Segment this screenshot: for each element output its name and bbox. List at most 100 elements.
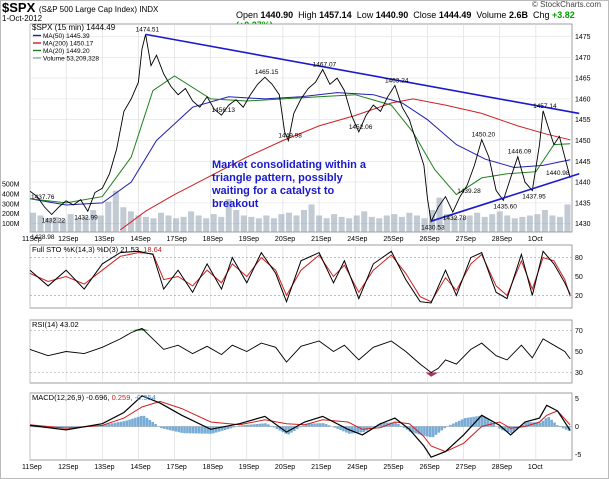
y-tick-label: 1470: [575, 55, 591, 62]
macd-histogram-bar: [391, 422, 394, 427]
macd-histogram-bar: [278, 426, 282, 431]
triangle-trendline: [145, 33, 580, 115]
macd-histogram-bar: [194, 426, 198, 434]
ma200-line: [120, 98, 571, 231]
macd-histogram-bar: [188, 426, 192, 434]
stochastic-k-line: [29, 250, 571, 304]
legend-label: MA(200) 1450.17: [43, 41, 94, 48]
macd-histogram-bar: [480, 415, 484, 427]
macd-histogram-bar: [437, 426, 441, 433]
macd-histogram-bar: [469, 417, 472, 427]
ma50-line: [29, 92, 571, 206]
macd-histogram-bar: [561, 426, 565, 429]
macd-histogram-bar: [541, 420, 545, 427]
stochastic-title: Full STO %K(14,3) %D(3) 21.53, 18.64: [32, 245, 162, 254]
macd-histogram-bar: [154, 424, 157, 427]
volume-bar: [248, 216, 255, 232]
annotation-text: triangle pattern, possibly: [212, 172, 344, 184]
macd-histogram-bar: [382, 422, 386, 427]
volume-bar: [150, 218, 157, 232]
y-tick-label: 1440: [575, 180, 591, 187]
x-tick-label-bottom: 24Sep: [347, 464, 367, 471]
macd-y-tick: 5: [575, 396, 579, 403]
x-tick-label: 12Sep: [58, 236, 78, 243]
macd-histogram-bar: [304, 423, 308, 427]
price-data-label: 1432.22: [42, 218, 66, 225]
annotation-text: Market consolidating within a: [212, 159, 367, 171]
price-panel-frame: [29, 23, 573, 233]
volume-bar: [308, 204, 315, 232]
volume-bar: [534, 214, 541, 232]
stochastic-k-value: 21.53,: [120, 245, 143, 254]
price-data-label: 1465.15: [255, 69, 279, 76]
price-data-label: 1463.24: [385, 77, 409, 84]
volume-bar: [210, 214, 217, 232]
volume-bar: [444, 214, 451, 232]
macd-histogram-bar: [151, 422, 155, 427]
macd-histogram-bar: [223, 426, 227, 430]
macd-histogram-bar: [388, 422, 392, 427]
macd-histogram-bar: [203, 426, 207, 434]
macd-histogram-bar: [105, 424, 108, 427]
macd-histogram-bar: [310, 423, 313, 427]
macd-histogram-bar: [264, 423, 267, 427]
legend-label: Volume 53,209,328: [43, 56, 99, 63]
stochastic-d-value: 18.64: [143, 245, 162, 254]
volume-bar: [293, 215, 300, 232]
rsi-y-tick: 50: [575, 349, 583, 356]
volume-bar: [361, 211, 368, 232]
macd-histogram-bar: [246, 424, 250, 427]
price-data-label: 1467.07: [313, 61, 337, 68]
macd-histogram-bar: [431, 426, 435, 438]
volume-bar: [383, 215, 390, 232]
stochastic-y-tick: 50: [575, 274, 583, 281]
macd-histogram-bar: [521, 424, 525, 427]
macd-histogram-bar: [258, 423, 261, 427]
volume-bar: [391, 214, 398, 232]
macd-histogram-bar: [232, 426, 235, 428]
macd-histogram-bar: [486, 419, 490, 427]
brand-watermark: © StockCharts.com: [531, 0, 601, 9]
y-tick-label: 1445: [575, 159, 591, 166]
volume-tick-label: 400M: [2, 191, 20, 198]
price-data-label: 1432.99: [74, 215, 98, 222]
macd-histogram-bar: [171, 426, 175, 431]
volume-bar: [105, 201, 112, 232]
volume-bar: [112, 190, 119, 232]
macd-histogram-bar: [509, 426, 513, 433]
price-data-label: 1450.20: [472, 132, 496, 139]
macd-histogram-bar: [261, 423, 264, 427]
macd-histogram-bar: [183, 426, 186, 434]
y-tick-label: 1475: [575, 34, 591, 41]
volume-bar: [338, 216, 345, 232]
volume-bar: [255, 218, 262, 232]
macd-histogram-bar: [136, 416, 140, 427]
volume-bar: [519, 216, 526, 232]
macd-histogram-bar: [434, 426, 438, 435]
macd-histogram-bar: [426, 426, 429, 437]
x-tick-label: 17Sep: [167, 236, 187, 243]
volume-bar: [406, 212, 413, 232]
x-tick-label: 28Sep: [492, 236, 512, 243]
volume-bar: [135, 215, 142, 232]
x-tick-label-bottom: 13Sep: [94, 464, 114, 471]
price-data-label: 1440.98: [546, 170, 570, 177]
volume-bar: [60, 219, 67, 232]
macd-histogram-bar: [553, 422, 556, 427]
volume-bar: [398, 216, 405, 232]
macd-histogram-bar: [67, 426, 71, 429]
macd-histogram-bar: [402, 426, 406, 428]
macd-histogram-bar: [241, 425, 244, 427]
x-tick-label: 20Sep: [275, 236, 295, 243]
macd-histogram-bar: [452, 423, 455, 427]
macd-histogram-bar: [70, 426, 74, 428]
macd-histogram-bar: [295, 426, 299, 430]
x-tick-label: 11Sep: [22, 236, 42, 243]
macd-histogram-bar: [339, 426, 342, 431]
x-tick-label-bottom: 19Sep: [239, 464, 259, 471]
volume-bar: [52, 216, 59, 232]
volume-bar: [413, 215, 420, 232]
macd-histogram-bar: [417, 426, 420, 435]
macd-histogram-bar: [371, 426, 374, 428]
macd-histogram-bar: [131, 418, 134, 427]
